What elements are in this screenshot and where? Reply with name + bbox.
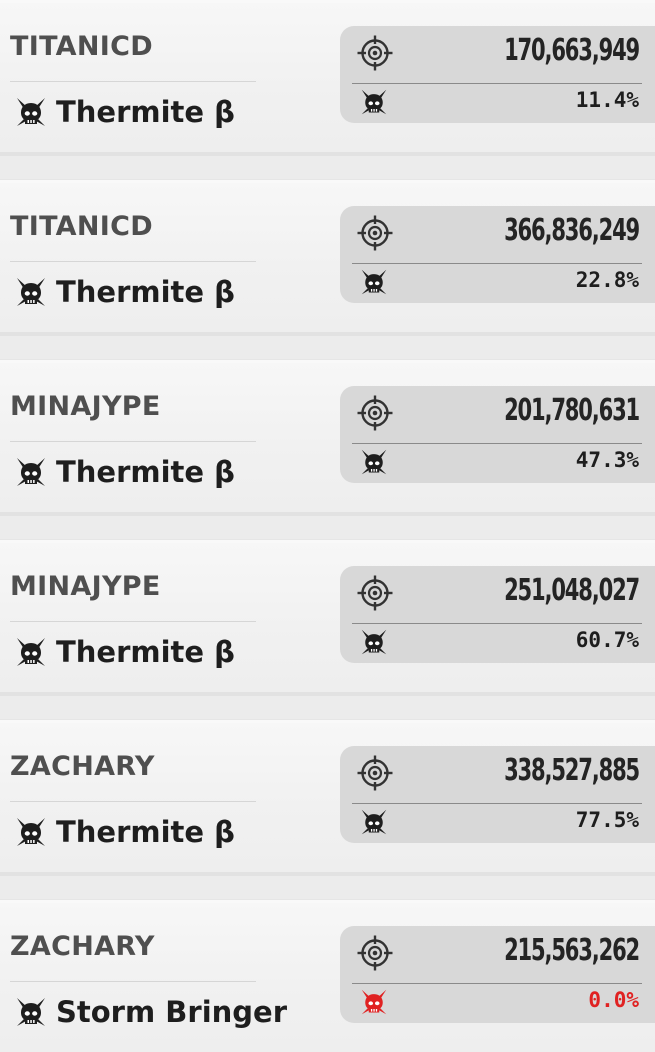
damage-entry-card[interactable]: TITANICD Thermite β 366,836,249 22.8% [0,180,655,332]
boss-hp-percent: 60.7% [575,628,639,652]
divider [10,261,256,262]
skull-mask-icon [360,988,388,1016]
skull-mask-icon [360,628,388,656]
skull-mask-icon [15,636,47,668]
skull-mask-icon [360,88,388,116]
player-name: TITANICD [10,31,153,62]
divider [10,801,256,802]
stat-panel: 366,836,249 22.8% [340,206,655,303]
boss-row: Thermite β [15,812,235,852]
boss-hp-percent: 77.5% [575,808,639,832]
skull-mask-icon [360,808,388,836]
player-name: ZACHARY [10,931,155,962]
boss-name: Thermite β [56,455,235,489]
stat-divider [352,443,642,444]
divider [10,621,256,622]
crosshair-target-icon [356,34,394,72]
stat-divider [352,263,642,264]
damage-entry-card[interactable]: ZACHARY Storm Bringer 215,563,262 0.0% [0,900,655,1052]
damage-value: 215,563,262 [504,933,640,968]
divider [10,981,256,982]
damage-entry-card[interactable]: ZACHARY Thermite β 338,527,885 77.5% [0,720,655,872]
boss-name: Thermite β [56,275,235,309]
boss-row: Thermite β [15,452,235,492]
boss-hp-percent: 0.0% [588,988,639,1012]
player-name: TITANICD [10,211,153,242]
player-name: ZACHARY [10,751,155,782]
boss-name: Storm Bringer [56,995,288,1029]
stat-divider [352,803,642,804]
damage-value: 251,048,027 [504,573,640,608]
skull-mask-icon [15,96,47,128]
stat-panel: 170,663,949 11.4% [340,26,655,123]
damage-value: 338,527,885 [504,753,640,788]
boss-name: Thermite β [56,815,235,849]
stat-panel: 201,780,631 47.3% [340,386,655,483]
damage-entry-card[interactable]: MINAJYPE Thermite β 251,048,027 60.7% [0,540,655,692]
divider [10,81,256,82]
boss-row: Storm Bringer [15,992,287,1032]
crosshair-target-icon [356,754,394,792]
boss-hp-percent: 11.4% [575,88,639,112]
damage-value: 366,836,249 [504,213,640,248]
stat-panel: 251,048,027 60.7% [340,566,655,663]
boss-hp-percent: 22.8% [575,268,639,292]
player-name: MINAJYPE [10,571,161,602]
damage-entry-card[interactable]: TITANICD Thermite β 170,663,949 11.4% [0,0,655,152]
divider [10,441,256,442]
player-name: MINAJYPE [10,391,161,422]
boss-row: Thermite β [15,92,235,132]
boss-name: Thermite β [56,95,235,129]
stat-divider [352,983,642,984]
damage-value: 201,780,631 [504,393,640,428]
damage-entry-card[interactable]: MINAJYPE Thermite β 201,780,631 47.3% [0,360,655,512]
boss-row: Thermite β [15,632,235,672]
damage-value: 170,663,949 [504,33,640,68]
skull-mask-icon [15,816,47,848]
stat-divider [352,623,642,624]
skull-mask-icon [360,448,388,476]
crosshair-target-icon [356,934,394,972]
skull-mask-icon [15,456,47,488]
skull-mask-icon [15,996,47,1028]
stat-panel: 215,563,262 0.0% [340,926,655,1023]
crosshair-target-icon [356,214,394,252]
boss-name: Thermite β [56,635,235,669]
boss-hp-percent: 47.3% [575,448,639,472]
skull-mask-icon [360,268,388,296]
stat-panel: 338,527,885 77.5% [340,746,655,843]
skull-mask-icon [15,276,47,308]
boss-row: Thermite β [15,272,235,312]
stat-divider [352,83,642,84]
crosshair-target-icon [356,574,394,612]
crosshair-target-icon [356,394,394,432]
